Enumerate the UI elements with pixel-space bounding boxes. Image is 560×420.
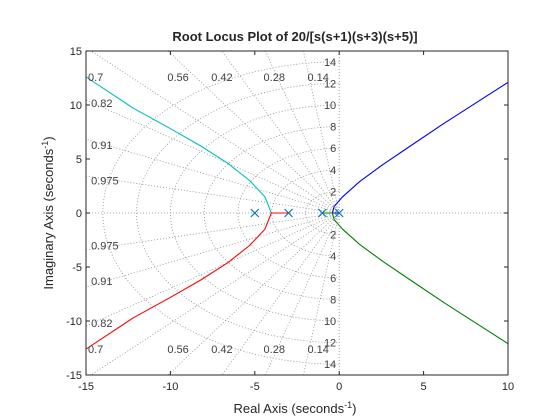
damping-label: 0.975 (91, 176, 119, 188)
frequency-label: 6 (330, 273, 336, 285)
tick-layer: -15 -10 -5 0 5 10 -15 -10 -5 0 5 10 15 (66, 46, 514, 393)
damping-label: 0.56 (167, 72, 188, 84)
damping-label: 0.28 (264, 344, 285, 356)
damping-label: 0.975 (91, 240, 119, 252)
frequency-label: 4 (330, 165, 336, 177)
y-axis-label-close: ) (41, 136, 56, 140)
x-tick-label: 10 (502, 381, 514, 393)
y-tick-label: -15 (66, 370, 82, 382)
frequency-gridline (170, 104, 340, 322)
frequency-label: 8 (330, 122, 336, 134)
frequency-label: 10 (324, 100, 336, 112)
damping-label: 0.82 (91, 98, 112, 110)
damping-gridline (86, 212, 340, 327)
damping-gridline (302, 212, 340, 375)
damping-gridline (86, 212, 340, 288)
y-tick-label: 5 (76, 154, 82, 166)
frequency-label: 14 (324, 57, 336, 69)
frequency-label: 14 (324, 359, 336, 371)
series-layer (86, 76, 508, 350)
damping-gridline (86, 138, 340, 214)
pole-marker-stroke (334, 208, 344, 218)
damping-label: 0.28 (264, 72, 285, 84)
damping-label: 0.7 (88, 344, 103, 356)
locus-branch (86, 76, 272, 214)
frequency-label: 2 (330, 186, 336, 198)
locus-branch (322, 212, 508, 345)
damping-gridline (221, 212, 340, 375)
damping-gridline (86, 99, 340, 214)
damping-gridline (86, 175, 340, 214)
damping-label: 0.91 (91, 140, 112, 152)
pole-marker (284, 208, 293, 218)
y-axis-label: Imaginary Axis (seconds-1) (40, 136, 56, 289)
damping-label: 0.14 (307, 344, 328, 356)
y-tick-label: 15 (70, 46, 82, 58)
frequency-label: 10 (324, 316, 336, 328)
damping-label: 0.82 (91, 318, 112, 330)
damping-gridline (167, 51, 340, 214)
y-tick-label: -10 (66, 316, 82, 328)
x-tick-label: -10 (162, 381, 178, 393)
damping-label: 0.14 (307, 72, 328, 84)
damping-gridline (302, 51, 340, 214)
chart-title: Root Locus Plot of 20/[s(s+1)(s+3)(s+5)] (172, 29, 417, 44)
x-axis-label-close: ) (352, 401, 356, 416)
y-tick-label: 0 (76, 208, 82, 220)
pole-marker (250, 208, 260, 218)
locus-branch (331, 81, 508, 214)
frequency-label: 8 (330, 294, 336, 306)
grid-label-layer: 0.7 0.7 0.56 0.56 0.42 0.42 0.28 0.28 0.14 0.14 0.… (88, 57, 336, 371)
damping-gridline (86, 212, 340, 251)
frequency-label: 6 (330, 143, 336, 155)
y-tick-label: -5 (72, 262, 82, 274)
frequency-label: 12 (324, 78, 336, 90)
x-axis-label: Real Axis (seconds-1) (234, 400, 357, 416)
x-tick-label: 0 (336, 381, 342, 393)
locus-branch (86, 212, 289, 350)
damping-gridline (221, 51, 340, 214)
damping-gridline (167, 212, 340, 375)
y-axis-label-superscript: -1 (40, 141, 50, 149)
damping-label: 0.91 (91, 276, 112, 288)
damping-label: 0.42 (211, 72, 232, 84)
pole-marker (317, 208, 327, 218)
pole-marker-stroke (317, 208, 327, 218)
y-tick-label: 10 (70, 100, 82, 112)
frequency-label: 4 (330, 251, 336, 263)
damping-label: 0.56 (167, 344, 188, 356)
frequency-label: 12 (324, 338, 336, 350)
frequency-label: 2 (330, 230, 336, 242)
damping-label: 0.7 (88, 72, 103, 84)
pole-marker-layer (250, 208, 344, 218)
damping-label: 0.42 (211, 344, 232, 356)
pole-marker-stroke (284, 208, 293, 218)
x-axis-label-superscript: -1 (344, 400, 352, 410)
x-tick-label: -15 (78, 381, 94, 393)
pole-marker-stroke (250, 208, 260, 218)
pole-marker (334, 208, 344, 218)
x-tick-label: 5 (421, 381, 427, 393)
x-tick-label: -5 (250, 381, 260, 393)
